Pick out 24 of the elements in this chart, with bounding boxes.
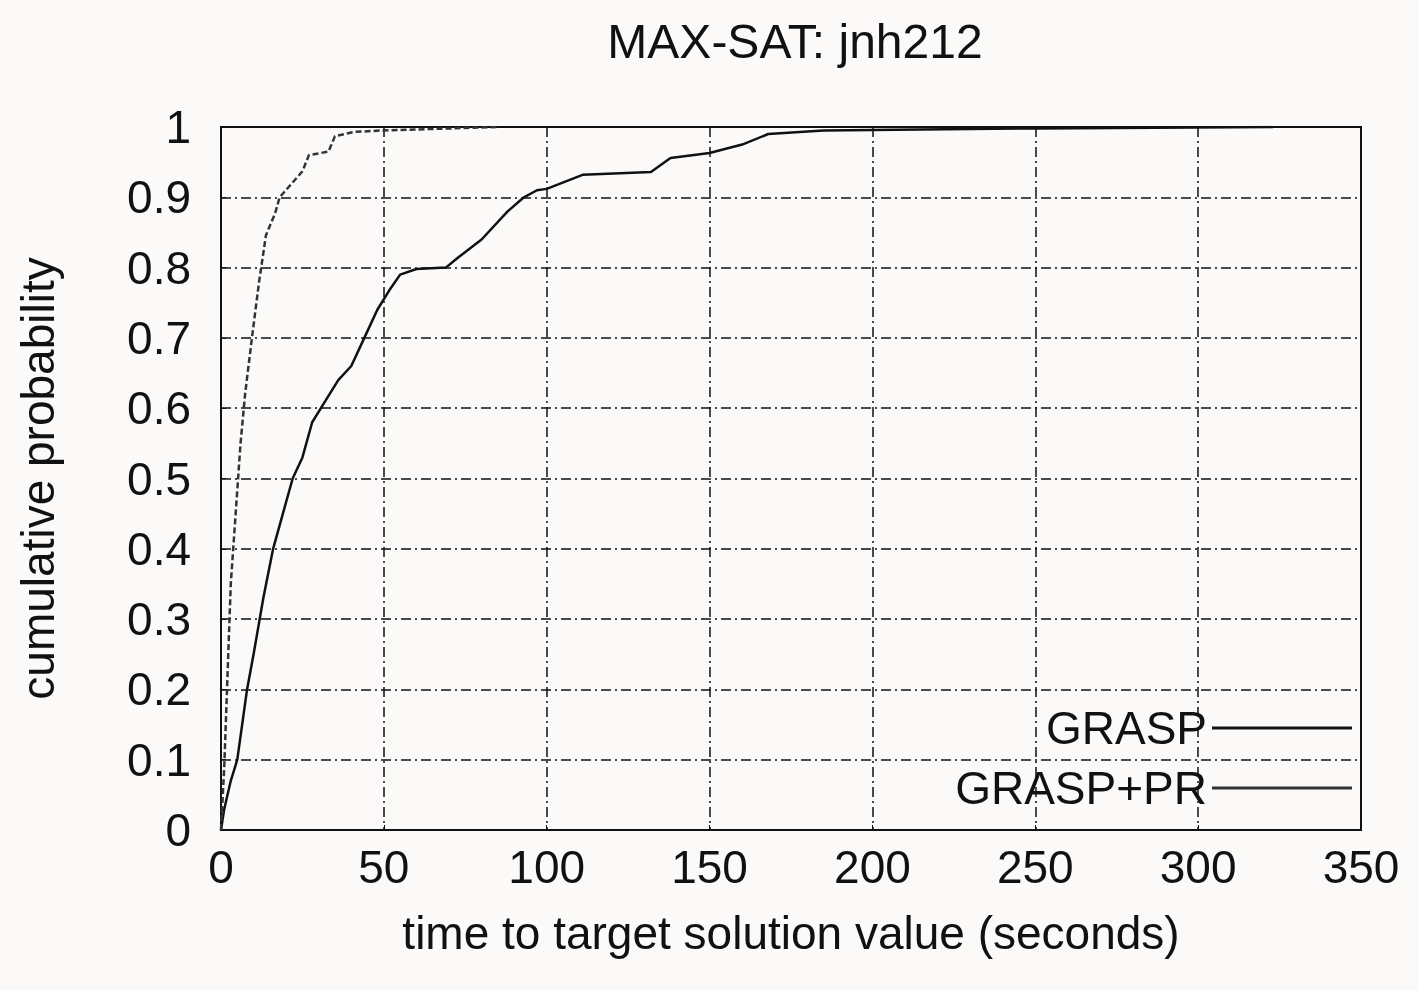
x-axis-title: time to target solution value (seconds) (402, 907, 1180, 959)
y-tick-label: 0.9 (127, 171, 191, 224)
chart-title: MAX-SAT: jnh212 (607, 14, 983, 68)
x-tick-label: 150 (671, 841, 748, 893)
y-tick-label: 0.3 (127, 593, 191, 646)
x-tick-label: 100 (508, 841, 586, 893)
y-tick-label: 0.4 (127, 522, 191, 575)
x-tick-label: 350 (1322, 841, 1400, 893)
x-tick-label: 250 (996, 841, 1074, 893)
y-tick-label: 0.6 (127, 382, 191, 435)
legend-label: GRASP (1045, 702, 1207, 754)
y-tick-label: 0 (165, 804, 191, 856)
y-tick-label: 0.2 (127, 663, 191, 716)
x-tick-label: 50 (358, 841, 410, 893)
y-tick-label: 1 (165, 101, 191, 153)
y-tick-label: 0.7 (127, 311, 191, 364)
x-tick-label: 0 (208, 841, 234, 893)
y-axis-title: cumulative probability (12, 257, 64, 700)
x-tick-label: 300 (1159, 841, 1237, 893)
legend-label: GRASP+PR (955, 762, 1207, 814)
y-tick-label: 0.8 (127, 241, 191, 294)
y-tick-label: 0.5 (127, 452, 191, 505)
x-tick-label: 200 (834, 841, 911, 893)
y-tick-label: 0.1 (127, 733, 191, 786)
